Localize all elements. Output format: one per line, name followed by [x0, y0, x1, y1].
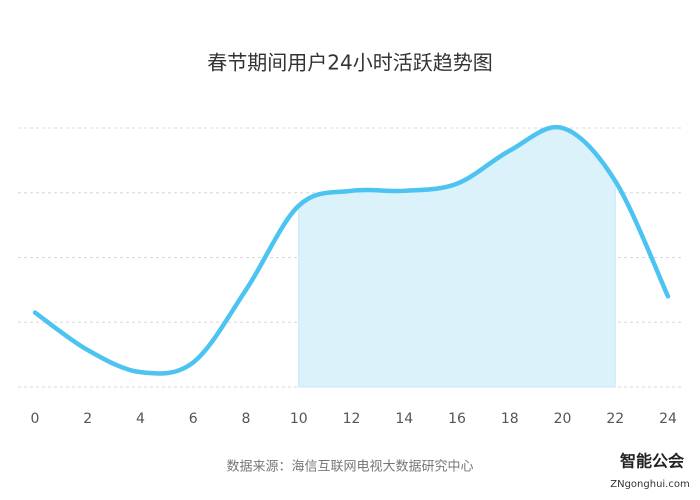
- watermark-url: ZNgonghui.com: [610, 479, 689, 490]
- x-tick-label: 10: [290, 411, 308, 427]
- chart-title: 春节期间用户24小时活跃趋势图: [207, 51, 492, 75]
- source-note: 数据来源：海信互联网电视大数据研究中心: [226, 460, 473, 475]
- x-tick-label: 4: [136, 411, 145, 427]
- x-tick-label: 14: [395, 411, 413, 427]
- x-tick-label: 0: [31, 411, 40, 427]
- x-tick-label: 8: [242, 411, 251, 427]
- x-tick-label: 16: [448, 411, 466, 427]
- x-tick-label: 20: [554, 411, 572, 427]
- x-tick-label: 2: [83, 411, 92, 427]
- x-tick-label: 6: [189, 411, 198, 427]
- x-tick-label: 24: [659, 411, 677, 427]
- highlight-area: [298, 126, 616, 388]
- x-tick-label: 22: [606, 411, 624, 427]
- x-tick-label: 18: [501, 411, 519, 427]
- trend-line: [32, 124, 671, 376]
- x-tick-label: 12: [343, 411, 361, 427]
- watermark: 智能公会: [620, 452, 684, 471]
